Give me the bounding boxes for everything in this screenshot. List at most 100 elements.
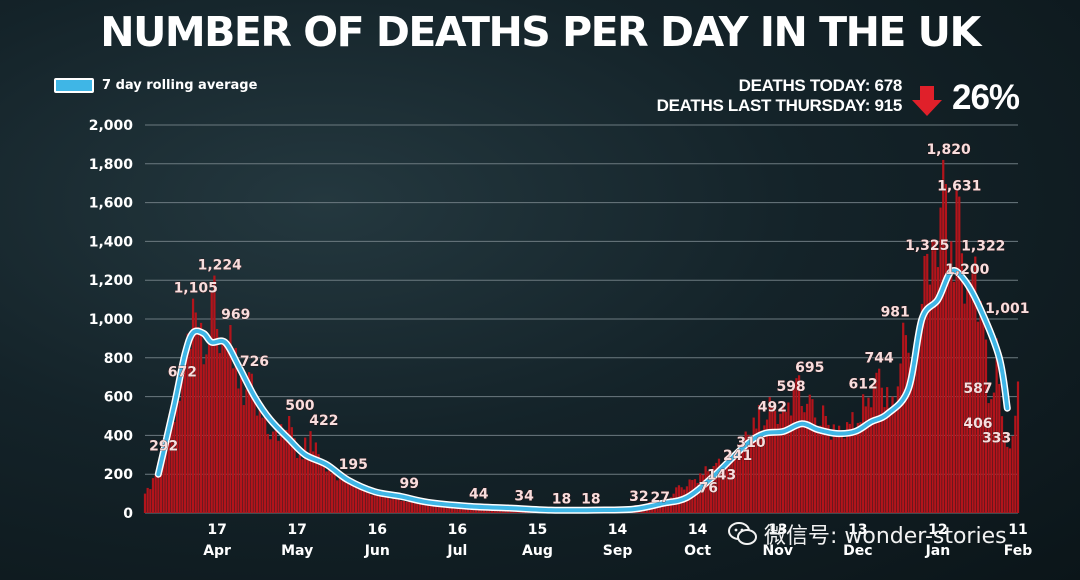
y-tick-label: 2,000 [89,118,134,134]
x-tick-month: Jan [925,543,951,559]
daily-deaths-bar [744,431,747,513]
daily-deaths-bar [368,487,371,513]
daily-deaths-bar [178,400,181,513]
x-tick-day: 11 [1008,522,1027,538]
daily-deaths-bar [902,322,905,513]
daily-deaths-bar [1016,381,1020,513]
daily-deaths-bar [894,404,897,513]
data-label: 981 [881,305,910,321]
daily-deaths-bar [795,378,798,513]
rolling-average-line-group [154,267,1011,514]
chart-title: NUMBER OF DEATHS PER DAY IN THE UK [100,8,981,56]
daily-deaths-bar [205,354,208,513]
daily-deaths-bar [787,402,790,513]
daily-deaths-bar [296,457,299,513]
y-tick-label: 1,400 [89,234,134,250]
daily-deaths-bar [245,389,248,513]
daily-deaths-bar [336,480,339,513]
wechat-icon [728,522,757,545]
daily-deaths-bar [832,424,835,513]
daily-deaths-bar [426,502,430,513]
daily-deaths-bar [992,392,996,513]
data-label: 44 [469,486,489,502]
daily-deaths-bar [830,439,833,513]
data-label: 1,224 [198,258,243,274]
x-tick-month: Feb [1004,543,1033,559]
daily-deaths-bar [803,412,806,513]
daily-deaths-bar [805,403,809,513]
daily-deaths-bar [923,255,926,513]
daily-deaths-bar [360,483,363,513]
daily-deaths-bar [960,253,964,514]
daily-deaths-bar [365,491,368,513]
daily-deaths-bar [386,496,390,513]
x-tick-day: 12 [928,522,947,538]
daily-deaths-bar [733,452,737,513]
daily-deaths-bar [950,241,953,513]
x-tick-day: 17 [207,522,226,538]
daily-deaths-bar [256,415,259,513]
data-label: 500 [285,398,314,414]
daily-deaths-bar [741,438,745,513]
data-label: 1,325 [905,238,949,254]
daily-deaths-bar [701,474,705,513]
daily-deaths-bar [824,416,827,513]
daily-deaths-bar [408,498,411,513]
daily-deaths-bar [728,449,731,513]
daily-deaths-bar [218,353,221,513]
daily-deaths-bar [440,505,443,513]
x-tick-day: 16 [368,522,387,538]
daily-deaths-bar [926,253,929,514]
daily-deaths-bar [896,386,899,513]
daily-deaths-bar [811,399,814,513]
daily-deaths-bar [213,275,216,513]
daily-deaths-bar [947,265,950,513]
daily-deaths-bar [875,372,878,513]
daily-deaths-bar [928,284,932,513]
data-label: 1,322 [961,239,1005,255]
x-tick-month: Jun [364,543,390,559]
daily-deaths-bar [760,430,763,513]
daily-deaths-bar [995,338,998,513]
daily-deaths-bar [944,184,948,513]
y-tick-label: 800 [104,351,133,367]
daily-deaths-bar [763,425,766,513]
daily-deaths-bar [432,503,435,513]
daily-deaths-bar [237,388,240,513]
data-label: 18 [581,492,600,508]
x-tick-month: Aug [522,543,553,559]
daily-deaths-bar [891,396,894,513]
daily-deaths-bar [338,477,342,513]
x-tick-month: Oct [684,543,711,559]
daily-deaths-bar [878,368,881,513]
daily-deaths-bar [282,438,285,513]
daily-deaths-bar [269,439,272,513]
daily-deaths-bar [309,431,312,513]
data-label: 292 [149,438,178,454]
daily-deaths-bar [429,504,432,513]
data-label: 76 [699,480,718,496]
daily-deaths-bar [920,303,924,513]
data-label: 406 [963,416,992,432]
data-label: 99 [400,476,419,492]
daily-deaths-bar [984,339,988,513]
data-label: 492 [758,400,787,416]
daily-deaths-bar [272,431,275,513]
daily-deaths-bar [715,462,718,513]
daily-deaths-bar [328,465,331,513]
data-label: 612 [849,376,878,392]
daily-deaths-bar [349,484,352,513]
daily-deaths-bar [229,325,232,513]
daily-deaths-bar [773,410,777,513]
daily-deaths-bar [210,290,213,513]
x-tick-day: 17 [287,522,306,538]
data-label: 726 [240,354,269,370]
daily-deaths-bar [293,438,296,513]
data-label: 310 [736,435,765,451]
daily-deaths-bar [998,383,1001,513]
daily-deaths-bar [381,496,384,513]
daily-deaths-bar [867,397,870,513]
daily-deaths-bar [888,414,891,513]
daily-deaths-bar [749,441,753,513]
